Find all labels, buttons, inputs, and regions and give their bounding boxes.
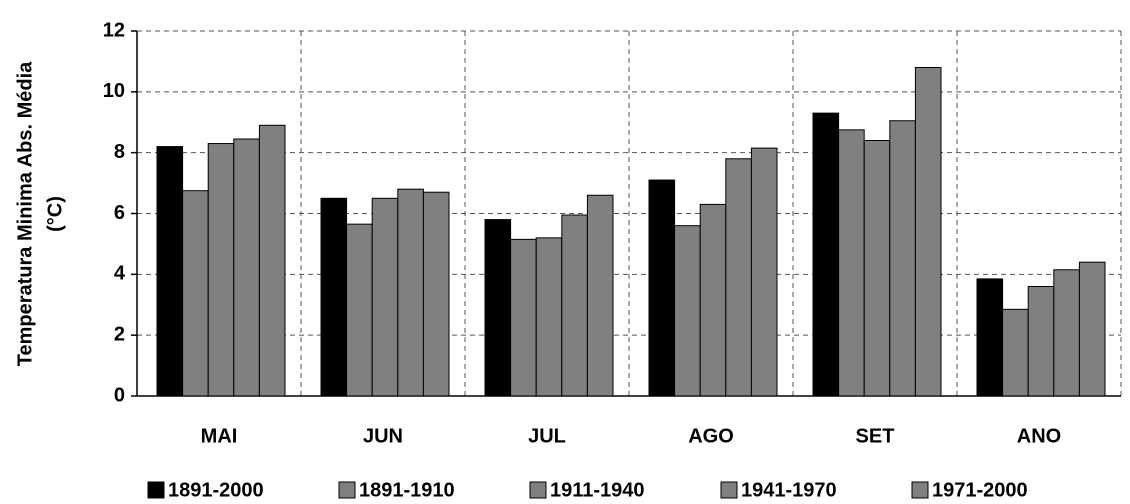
bar bbox=[484, 219, 512, 397]
bar bbox=[648, 179, 676, 397]
bar bbox=[156, 146, 184, 397]
legend-label: 1891-2000 bbox=[168, 479, 264, 501]
y-tick-label: 4 bbox=[114, 263, 126, 285]
x-tick-label: SET bbox=[856, 425, 895, 447]
y-tick-label: 6 bbox=[114, 202, 125, 224]
bar bbox=[750, 147, 778, 397]
bar bbox=[838, 129, 865, 397]
y-tick-label: 8 bbox=[114, 141, 125, 163]
bar bbox=[889, 120, 916, 397]
bar bbox=[1053, 269, 1080, 397]
bar bbox=[914, 67, 942, 397]
x-tick-label: MAI bbox=[201, 425, 238, 447]
legend-label: 1971-2000 bbox=[932, 479, 1028, 501]
y-tick-label: 10 bbox=[103, 80, 125, 102]
x-tick-label: JUN bbox=[363, 425, 403, 447]
bar bbox=[346, 223, 373, 397]
legend-label: 1941-1970 bbox=[741, 479, 837, 501]
bar bbox=[1027, 286, 1055, 397]
legend-label: 1911-1940 bbox=[550, 479, 645, 501]
bar bbox=[233, 138, 260, 397]
bar bbox=[397, 188, 424, 397]
bar bbox=[586, 194, 614, 397]
bar bbox=[1002, 308, 1029, 397]
bar bbox=[320, 197, 348, 397]
legend-swatch bbox=[338, 481, 356, 499]
y-axis-label: Temperatura Minima Abs. Média bbox=[14, 61, 36, 366]
bar bbox=[422, 191, 450, 397]
bar bbox=[976, 278, 1004, 397]
x-tick-label: JUL bbox=[528, 425, 566, 447]
bar bbox=[510, 238, 537, 397]
bar bbox=[674, 225, 701, 397]
x-tick-label: ANO bbox=[1017, 425, 1061, 447]
y-tick-label: 0 bbox=[114, 384, 125, 406]
legend-swatch bbox=[147, 481, 165, 499]
legend-label: 1891-1910 bbox=[359, 479, 455, 501]
bar bbox=[182, 190, 209, 397]
bar bbox=[863, 140, 891, 397]
bar bbox=[207, 143, 235, 397]
legend-swatch bbox=[529, 481, 547, 499]
legend-swatch bbox=[911, 481, 929, 499]
bar bbox=[561, 214, 588, 397]
x-tick-label: AGO bbox=[688, 425, 734, 447]
bar bbox=[812, 112, 840, 397]
bar bbox=[725, 158, 752, 397]
bar bbox=[699, 203, 727, 397]
bar bbox=[371, 197, 399, 397]
y-tick-label: 2 bbox=[114, 323, 125, 345]
y-tick-label: 12 bbox=[103, 19, 125, 41]
bar bbox=[1078, 261, 1106, 397]
legend-swatch bbox=[720, 481, 738, 499]
y-axis-label: (°C) bbox=[44, 196, 66, 232]
bar bbox=[535, 237, 563, 397]
bar bbox=[258, 124, 286, 397]
